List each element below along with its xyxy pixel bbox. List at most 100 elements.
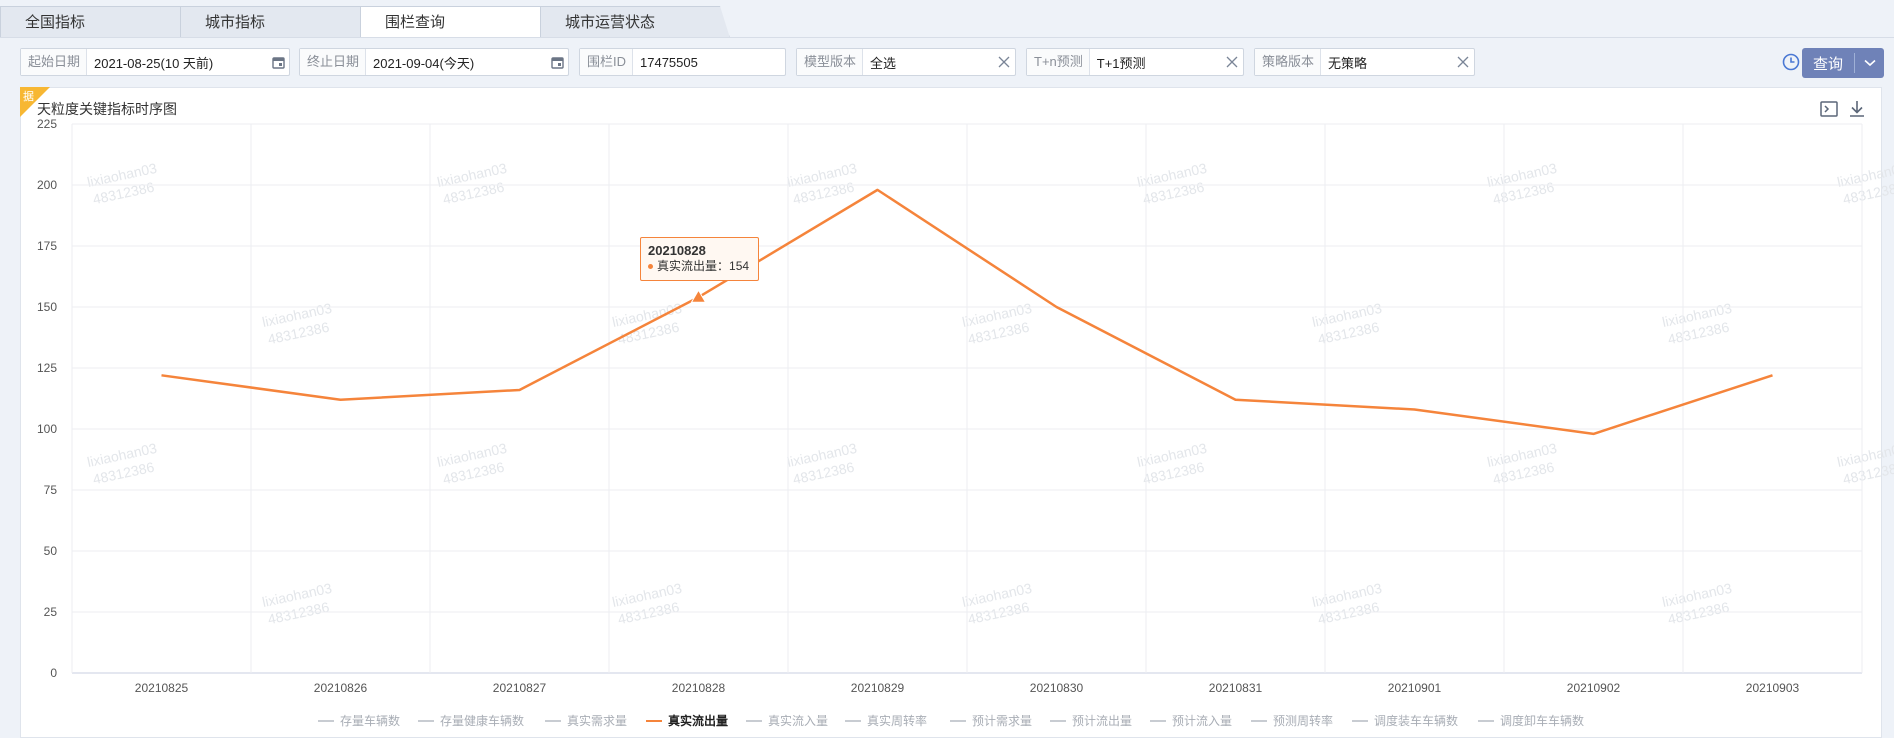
legend-item[interactable]: 真实流出量 xyxy=(646,712,728,729)
start-date-label: 起始日期 xyxy=(21,49,88,75)
legend-item[interactable]: 预计流入量 xyxy=(1150,712,1232,729)
y-tick-label: 75 xyxy=(44,483,58,497)
strategy-version-select[interactable]: 策略版本 无策略 xyxy=(1254,48,1475,76)
legend-item[interactable]: 预测周转率 xyxy=(1251,712,1333,729)
tab-city-metrics[interactable]: 城市指标 xyxy=(180,6,370,38)
legend-item[interactable]: 预计需求量 xyxy=(950,712,1032,729)
tab-fence-query[interactable]: 围栏查询 xyxy=(360,6,550,38)
y-tick-label: 25 xyxy=(44,605,58,619)
query-button[interactable]: 查询 xyxy=(1802,48,1884,78)
legend-item[interactable]: 真实流入量 xyxy=(746,712,828,729)
chart-tooltip: 20210828 真实流出量： 154 xyxy=(640,237,759,281)
legend-item[interactable]: 调度卸车车辆数 xyxy=(1478,712,1584,729)
x-tick-label: 20210829 xyxy=(851,681,905,695)
model-version-label: 模型版本 xyxy=(797,49,864,75)
y-tick-label: 150 xyxy=(37,300,57,314)
fence-id-value[interactable]: 17475505 xyxy=(640,54,698,70)
legend-label: 调度装车车辆数 xyxy=(1374,714,1459,728)
legend-label: 真实流出量 xyxy=(668,714,729,728)
fence-id-label: 围栏ID xyxy=(580,49,634,75)
console-icon[interactable] xyxy=(1818,98,1840,120)
query-button-label: 查询 xyxy=(1812,55,1843,73)
chart-panel xyxy=(20,87,1882,738)
legend-item[interactable]: 存量健康车辆数 xyxy=(418,712,524,729)
tab-national-metrics[interactable]: 全国指标 xyxy=(0,6,190,38)
tab-divider xyxy=(0,37,1894,38)
strategy-version-value[interactable]: 无策略 xyxy=(1328,55,1368,71)
legend-label: 存量健康车辆数 xyxy=(440,714,525,728)
tab-bar: 全国指标 城市指标 围栏查询 城市运营状态 xyxy=(0,0,1894,38)
chart-legend: 存量车辆数 存量健康车辆数 真实需求量 真实流出量 真实流入量 真实周转率 预计需求量 预计流… xyxy=(0,712,1894,730)
y-tick-label: 100 xyxy=(37,422,57,436)
legend-item[interactable]: 真实需求量 xyxy=(545,712,627,729)
x-tick-label: 20210831 xyxy=(1209,681,1263,695)
legend-swatch xyxy=(1251,719,1267,722)
legend-swatch xyxy=(646,719,662,722)
legend-label: 预计流入量 xyxy=(1172,714,1233,728)
tn-forecast-select[interactable]: T+n预测 T+1预测 xyxy=(1026,48,1244,76)
x-tick-label: 20210826 xyxy=(314,681,368,695)
x-tick-label: 20210901 xyxy=(1388,681,1442,695)
legend-swatch xyxy=(545,719,561,722)
legend-swatch xyxy=(1478,719,1494,722)
legend-swatch xyxy=(1050,719,1066,722)
calendar-icon[interactable] xyxy=(267,49,289,75)
start-date-value[interactable]: 2021-08-25(10 天前) xyxy=(94,55,214,71)
legend-item[interactable]: 预计流出量 xyxy=(1050,712,1132,729)
tooltip-value: 154 xyxy=(729,259,750,273)
clear-icon[interactable] xyxy=(1452,49,1474,75)
end-date-value[interactable]: 2021-09-04(今天) xyxy=(373,55,475,71)
y-tick-label: 0 xyxy=(50,666,57,680)
legend-swatch xyxy=(845,719,861,722)
start-date-field[interactable]: 起始日期 2021-08-25(10 天前) xyxy=(20,48,290,76)
y-tick-label: 50 xyxy=(44,544,58,558)
legend-label: 真实需求量 xyxy=(567,714,628,728)
y-tick-label: 125 xyxy=(37,361,57,375)
x-tick-label: 20210903 xyxy=(1746,681,1800,695)
tn-forecast-value[interactable]: T+1预测 xyxy=(1096,55,1146,71)
y-tick-label: 225 xyxy=(37,117,57,131)
download-icon[interactable] xyxy=(1846,98,1868,120)
legend-label: 真实流入量 xyxy=(768,714,829,728)
fence-id-field[interactable]: 围栏ID 17475505 xyxy=(579,48,786,76)
model-version-value[interactable]: 全选 xyxy=(870,55,897,71)
y-tick-label: 175 xyxy=(37,239,57,253)
end-date-label: 终止日期 xyxy=(300,49,367,75)
legend-item[interactable]: 存量车辆数 xyxy=(318,712,400,729)
query-button-divider xyxy=(1854,53,1855,73)
model-version-select[interactable]: 模型版本 全选 xyxy=(796,48,1016,76)
calendar-icon[interactable] xyxy=(546,49,568,75)
tooltip-separator: ： xyxy=(717,259,730,273)
x-tick-label: 20210825 xyxy=(135,681,189,695)
legend-label: 预计流出量 xyxy=(1072,714,1133,728)
legend-item[interactable]: 真实周转率 xyxy=(845,712,927,729)
tooltip-series-name: 真实流出量 xyxy=(657,259,718,273)
y-tick-label: 200 xyxy=(37,178,57,192)
legend-item[interactable]: 调度装车车辆数 xyxy=(1352,712,1458,729)
chart-title: 天粒度关键指标时序图 xyxy=(37,101,177,117)
end-date-field[interactable]: 终止日期 2021-09-04(今天) xyxy=(299,48,569,76)
clock-icon[interactable] xyxy=(1781,52,1801,72)
highlight-marker xyxy=(690,289,707,303)
x-tick-label: 20210902 xyxy=(1567,681,1621,695)
chevron-down-icon[interactable] xyxy=(1855,59,1884,67)
clear-icon[interactable] xyxy=(1221,49,1243,75)
legend-label: 存量车辆数 xyxy=(340,714,401,728)
legend-label: 真实周转率 xyxy=(867,714,928,728)
corner-badge-text: 据 xyxy=(23,89,34,103)
clear-icon[interactable] xyxy=(993,49,1015,75)
tab-city-operation-status[interactable]: 城市运营状态 xyxy=(540,6,730,38)
